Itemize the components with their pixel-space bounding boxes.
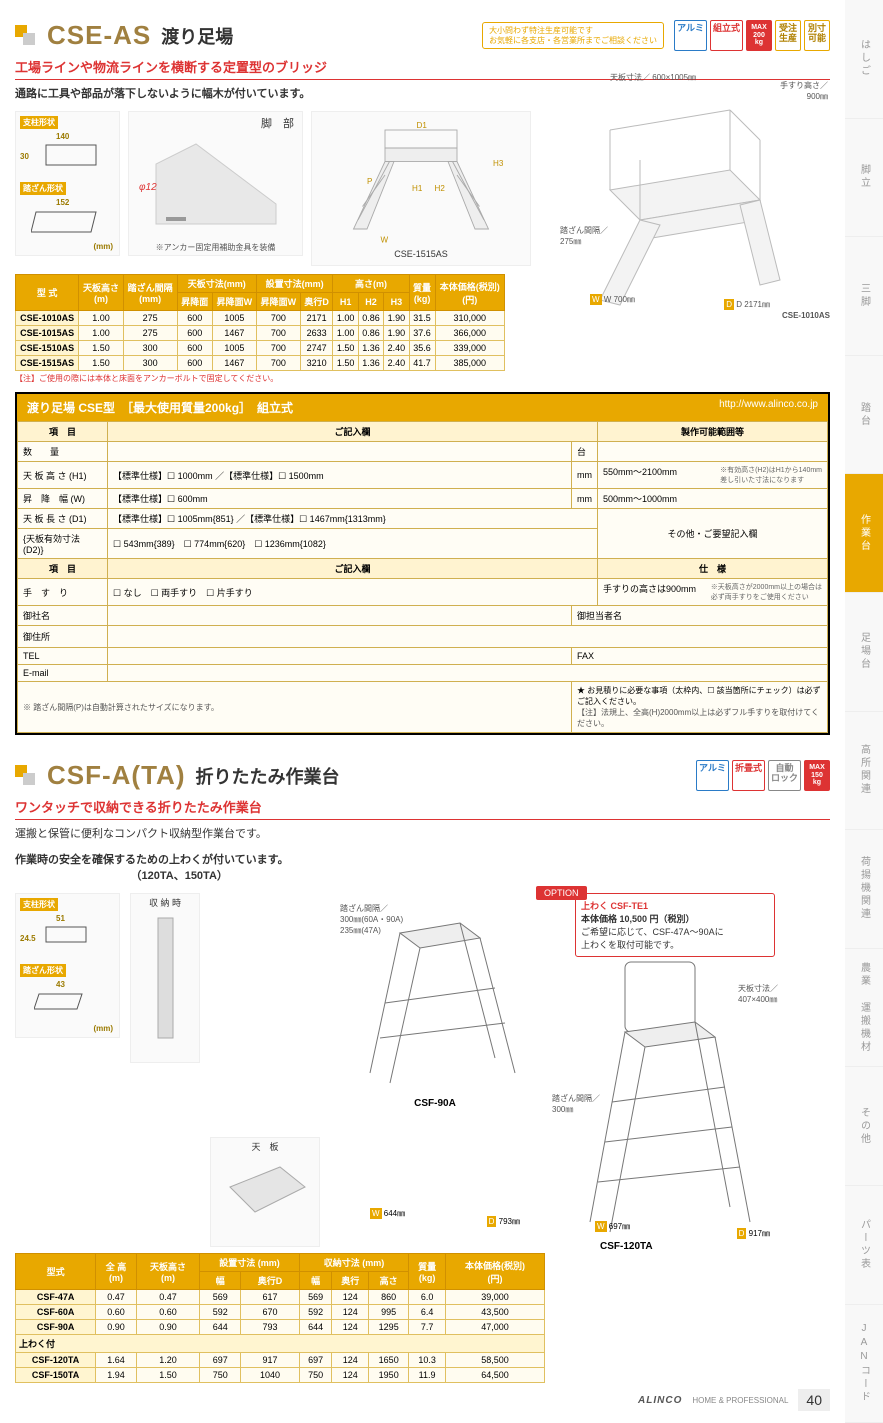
sidebar-tabs: はしご脚立三脚踏台作業台足場台高所関連荷揚機関連農業 運搬機材その他パーツ表JA… [845,0,883,1423]
csf-header: CSF-A(TA) 折りたたみ作業台 アルミ折畳式自動 ロックMAX 150 k… [15,760,830,791]
csf-model: CSF-A(TA) [47,760,185,791]
page-footer: ALINCO HOME & PROFESSIONAL 40 [15,1383,830,1423]
sidebar-tab[interactable]: その他 [845,1067,883,1186]
cse-leg-photo: 脚 部 φ12 ※アンカー固定用補助金具を装備 [128,111,303,256]
csf-name: 折りたたみ作業台 [195,763,339,789]
badge: 自動 ロック [768,760,801,791]
csf-sub1: 運搬と保管に便利なコンパクト収納型作業台です。 [15,825,830,841]
badge: MAX 150 kg [804,760,830,791]
badge: アルミ [674,20,707,51]
sidebar-tab[interactable]: 作業台 [845,474,883,593]
csf-photos: 収 納 時 天 板 [130,893,320,1247]
csf-tagline: ワンタッチで収納できる折りたたみ作業台 [15,797,830,820]
csf-spec-table: 型式 全 高 (m) 天板高さ (m) 設置寸法 (mm) 収納寸法 (mm) … [15,1253,545,1383]
cse-badges: アルミ組立式MAX 200 kg受注 生産別寸 可能 [674,20,830,51]
csf-sub2: 作業時の安全を確保するための上わくが付いています。 （120TA、150TA） [15,851,830,883]
sidebar-tab[interactable]: 踏台 [845,356,883,475]
cse-iso-view: 天板寸法／ 600×1005㎜ 手すり高さ／ 900㎜ 踏ざん間隔／ 275㎜ … [550,70,830,320]
cse-name: 渡り足場 [161,23,233,49]
section-icon [15,25,37,47]
section-icon [15,765,37,787]
cse-header: CSE-AS 渡り足場 大小問わず特注生産可能です お気軽に各支店・各営業所まで… [15,20,830,51]
badge: 別寸 可能 [804,20,830,51]
badge: MAX 200 kg [746,20,772,51]
csf-badges: アルミ折畳式自動 ロックMAX 150 kg [696,760,830,791]
sidebar-tab[interactable]: 高所関連 [845,712,883,831]
csf-draw-120ta: OPTION 上わく CSF-TE1 本体価格 10,500 円（税別） ご希望… [550,893,780,1247]
sidebar-tab[interactable]: 荷揚機関連 [845,830,883,949]
svg-text:W: W [381,235,389,244]
sidebar-tab[interactable]: JANコード [845,1305,883,1423]
sidebar-tab[interactable]: 脚立 [845,119,883,238]
sidebar-tab[interactable]: はしご [845,0,883,119]
sidebar-tab[interactable]: パーツ表 [845,1186,883,1305]
sidebar-tab[interactable]: 足場台 [845,593,883,712]
csf-draw-90a: 踏ざん間隔／ 300㎜(60A・90A) 235㎜(47A) W 644㎜ D … [330,893,540,1247]
svg-text:D1: D1 [417,121,428,130]
cse-model: CSE-AS [47,20,151,51]
svg-text:H2: H2 [435,184,446,193]
svg-text:H1: H1 [412,184,423,193]
cse-spec-diagram: 支柱形状 140 30 踏ざん形状 152 (mm) [15,111,120,256]
cse-bridge-diagram: D1 P H1H2 H3 W CSE-1515AS [311,111,531,266]
cse-warn: 大小問わず特注生産可能です お気軽に各支店・各営業所までご相談ください [482,22,664,49]
badge: 受注 生産 [775,20,801,51]
cse-order-form: 渡り足場 CSE型 ［最大使用質量200kg］ 組立式http://www.al… [15,392,830,735]
sidebar-tab[interactable]: 三脚 [845,237,883,356]
svg-text:H3: H3 [493,159,504,168]
badge: アルミ [696,760,729,791]
svg-text:P: P [367,177,372,186]
csf-spec-diagram: 支柱形状 51 24.5 踏ざん形状 43 (mm) [15,893,120,1038]
cse-spec-table: 型 式 天板高さ (m) 踏ざん間隔 (mm) 天板寸法(mm) 設置寸法(mm… [15,274,505,371]
cse-table-note: 【注】ご使用の際には本体と床面をアンカーボルトで固定してください。 [15,373,505,384]
badge: 折畳式 [732,760,765,791]
sidebar-tab[interactable]: 農業 運搬機材 [845,949,883,1068]
badge: 組立式 [710,20,743,51]
